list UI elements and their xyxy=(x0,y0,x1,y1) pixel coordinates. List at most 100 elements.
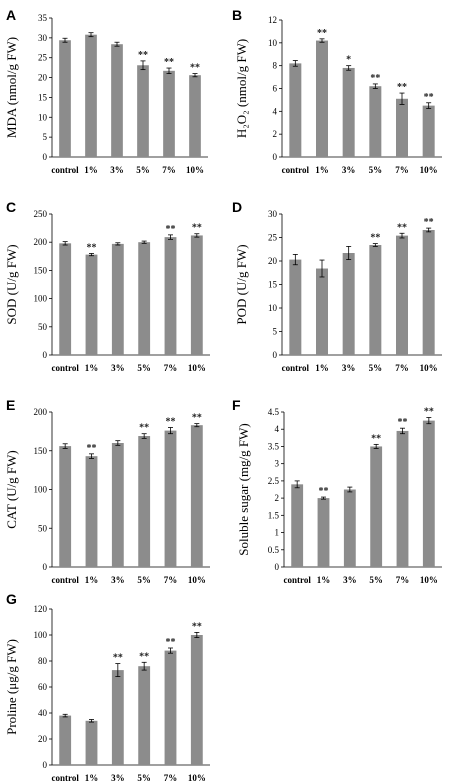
y-axis-label: SOD (U/g FW) xyxy=(4,244,19,324)
bar-2 xyxy=(343,489,356,567)
y-tick-label: 20 xyxy=(38,73,48,83)
x-tick-label: 10% xyxy=(186,165,204,175)
chart-panel-d: D 0 5 10 15 20 25 30 POD (U/g FW) control 1% 3% ** 5%… xyxy=(232,199,442,373)
y-axis-label: H₂O₂ (nmol/g FW) xyxy=(234,39,249,138)
significance-label: ** xyxy=(397,222,407,233)
x-tick-label: 5% xyxy=(369,363,383,373)
x-tick-label: 10% xyxy=(188,575,206,585)
y-tick-label: 10 xyxy=(38,112,48,122)
y-tick-label: 0 xyxy=(43,350,48,360)
y-axis-label: POD (U/g FW) xyxy=(234,244,249,324)
significance-label: ** xyxy=(139,651,149,662)
significance-label: ** xyxy=(424,92,434,103)
bar-2 xyxy=(342,67,355,157)
x-tick-label: 7% xyxy=(395,165,409,175)
y-tick-label: 3.5 xyxy=(268,441,280,451)
x-tick-label: 5% xyxy=(369,165,383,175)
y-tick-label: 5 xyxy=(273,327,278,337)
x-tick-label: 1% xyxy=(85,773,99,783)
bar-3 xyxy=(369,86,382,157)
x-tick-label: 3% xyxy=(111,575,125,585)
significance-label: ** xyxy=(87,242,97,253)
bar-4 xyxy=(164,430,177,567)
chart-panel-g: G 0 20 40 60 80 100 120 Proline (μg/g FW) control… xyxy=(4,591,210,783)
significance-label: ** xyxy=(113,653,123,664)
x-tick-label: 7% xyxy=(395,363,409,373)
y-tick-label: 80 xyxy=(38,656,48,666)
x-tick-label: 3% xyxy=(342,165,356,175)
bar-0 xyxy=(289,259,302,355)
y-tick-label: 4.5 xyxy=(268,407,280,417)
y-tick-label: 0 xyxy=(273,152,278,162)
y-tick-label: 120 xyxy=(34,604,48,614)
bar-0 xyxy=(59,715,72,765)
y-tick-label: 50 xyxy=(38,523,48,533)
y-axis-label: Soluble sugar (mg/g FW) xyxy=(236,423,251,556)
x-tick-label: 7% xyxy=(164,575,178,585)
bar-3 xyxy=(138,436,151,567)
bar-4 xyxy=(396,235,408,355)
y-tick-label: 20 xyxy=(268,256,278,266)
x-tick-label: control xyxy=(51,575,79,585)
panel-letter: A xyxy=(6,7,16,23)
chart-panel-b: B 0 2 4 6 8 10 12 H₂O₂ (nmol/g FW) control ** 1% * 3%… xyxy=(232,7,442,175)
significance-label: * xyxy=(346,55,351,66)
y-tick-label: 0 xyxy=(43,760,48,770)
x-tick-label: 3% xyxy=(343,575,357,585)
x-tick-label: 10% xyxy=(188,363,206,373)
bar-1 xyxy=(85,34,97,157)
x-tick-label: 5% xyxy=(136,165,150,175)
bar-4 xyxy=(164,237,177,355)
y-tick-label: 200 xyxy=(34,237,48,247)
significance-label: ** xyxy=(370,233,380,244)
significance-label: ** xyxy=(164,57,174,68)
bar-5 xyxy=(190,635,203,765)
significance-label: ** xyxy=(87,443,97,454)
y-tick-label: 25 xyxy=(268,233,278,243)
y-tick-label: 50 xyxy=(38,322,48,332)
y-tick-label: 0 xyxy=(43,562,48,572)
significance-label: ** xyxy=(166,417,176,428)
bar-1 xyxy=(85,456,98,567)
y-tick-label: 1 xyxy=(275,528,280,538)
significance-label: ** xyxy=(317,28,327,39)
significance-label: ** xyxy=(398,417,408,428)
y-axis-label: MDA (nmol/g FW) xyxy=(4,37,19,138)
y-tick-label: 30 xyxy=(268,209,278,219)
y-axis-label: CAT (U/g FW) xyxy=(4,450,19,528)
x-tick-label: 1% xyxy=(85,575,99,585)
bar-5 xyxy=(189,75,201,157)
y-tick-label: 200 xyxy=(34,407,48,417)
panel-letter: F xyxy=(232,397,241,413)
y-tick-label: 12 xyxy=(268,15,277,25)
y-tick-label: 100 xyxy=(34,294,48,304)
bar-3 xyxy=(138,666,151,765)
y-tick-label: 4 xyxy=(273,106,278,116)
x-tick-label: 7% xyxy=(164,363,178,373)
y-tick-label: 25 xyxy=(38,53,48,63)
y-tick-label: 2.5 xyxy=(268,476,280,486)
x-tick-label: 5% xyxy=(137,575,151,585)
significance-label: ** xyxy=(319,486,329,497)
bar-0 xyxy=(59,243,72,355)
bar-5 xyxy=(422,229,435,355)
y-tick-label: 40 xyxy=(38,708,48,718)
panel-letter: E xyxy=(6,397,15,413)
significance-label: ** xyxy=(397,82,407,93)
x-tick-label: 1% xyxy=(84,165,98,175)
bar-0 xyxy=(289,63,302,158)
x-tick-label: 7% xyxy=(164,773,178,783)
bar-0 xyxy=(59,446,72,567)
bar-3 xyxy=(138,242,151,355)
y-tick-label: 10 xyxy=(268,38,278,48)
significance-label: ** xyxy=(424,407,434,418)
y-axis-label: Proline (μg/g FW) xyxy=(4,639,19,735)
significance-label: ** xyxy=(138,50,148,61)
bar-3 xyxy=(137,65,149,157)
panel-letter: D xyxy=(232,199,242,215)
y-tick-label: 150 xyxy=(34,265,48,275)
significance-label: ** xyxy=(190,63,200,74)
x-tick-label: control xyxy=(282,165,310,175)
bar-2 xyxy=(111,243,124,355)
y-tick-label: 1.5 xyxy=(268,510,280,520)
